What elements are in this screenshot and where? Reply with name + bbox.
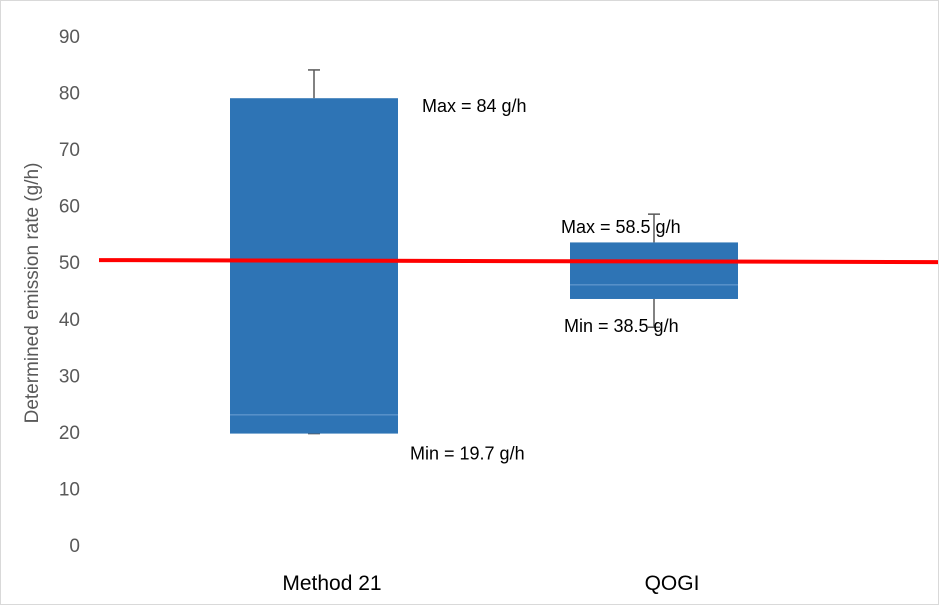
reference-line: [98, 258, 938, 265]
y-tick-label: 90: [59, 27, 80, 48]
min-annotation: Min = 38.5 g/h: [564, 316, 679, 336]
min-annotation: Min = 19.7 g/h: [410, 444, 525, 464]
boxes: [230, 69, 738, 435]
y-tick-label: 80: [59, 84, 80, 105]
annotations: Max = 84 g/h Min = 19.7 g/h Max = 58.5 g/h…: [410, 96, 681, 463]
y-axis-ticks: 0 10 20 30 40 50 60 70 80 90: [59, 27, 80, 557]
y-tick-label: 70: [59, 140, 80, 161]
y-tick-label: 10: [59, 479, 80, 500]
box-lower: [230, 414, 398, 434]
y-tick-label: 50: [59, 253, 80, 274]
box-upper: [570, 242, 738, 285]
y-tick-label: 40: [59, 310, 80, 331]
y-tick-label: 30: [59, 366, 80, 387]
category-labels: Method 21 QOGI: [282, 572, 699, 595]
y-tick-label: 0: [69, 536, 80, 557]
box-upper: [230, 98, 398, 415]
box-1: [570, 213, 738, 329]
max-annotation: Max = 84 g/h: [422, 96, 527, 116]
y-tick-label: 60: [59, 197, 80, 218]
y-tick-label: 20: [59, 423, 80, 444]
box-lower: [570, 284, 738, 299]
category-label: Method 21: [282, 572, 381, 595]
y-axis-title: Determined emission rate (g/h): [22, 163, 43, 424]
box-0: [230, 69, 398, 435]
max-annotation: Max = 58.5 g/h: [561, 217, 681, 237]
category-label: QOGI: [645, 572, 700, 595]
